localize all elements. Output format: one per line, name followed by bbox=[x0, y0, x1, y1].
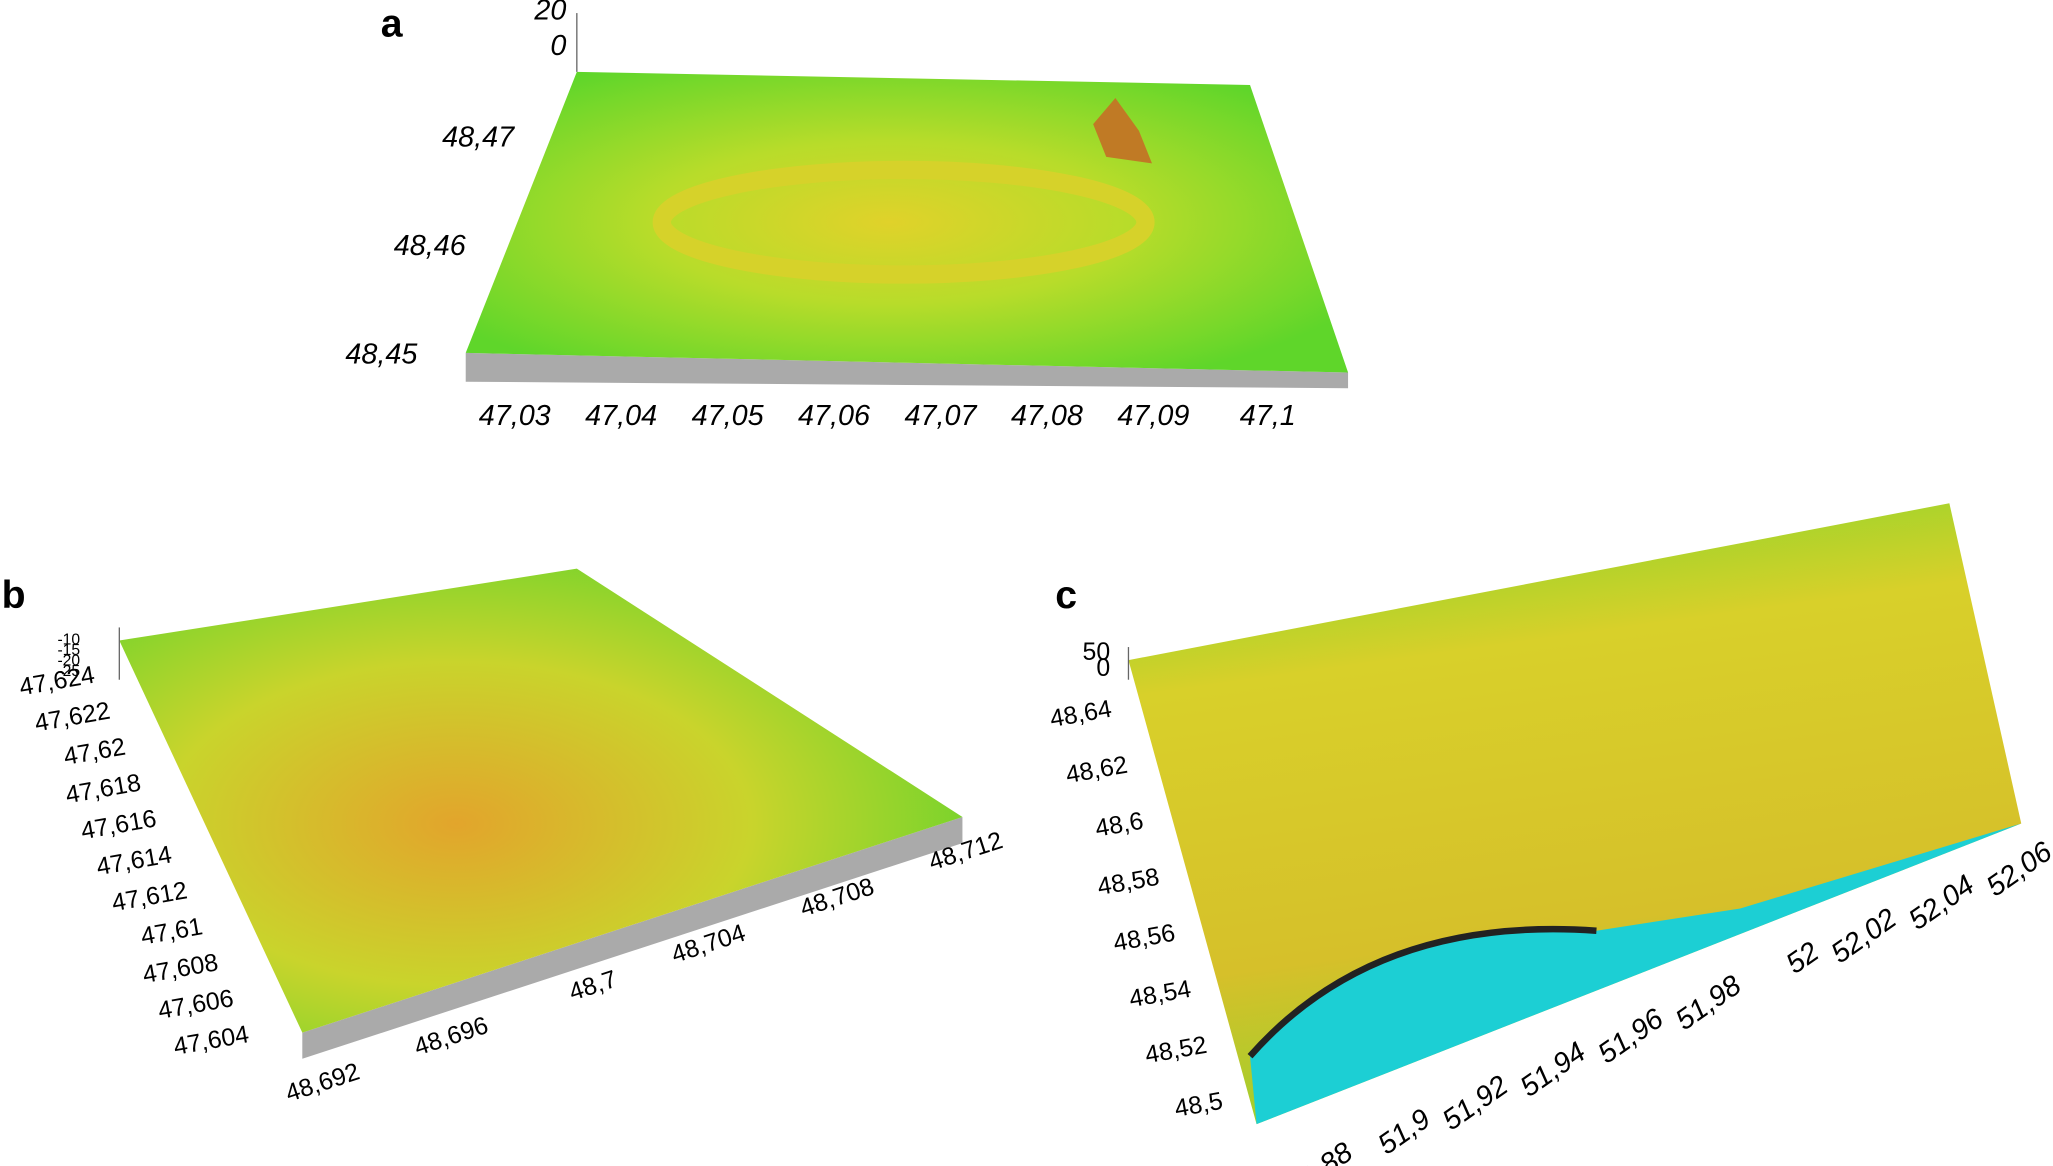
y-tick-label: 47,608 bbox=[141, 949, 220, 989]
y-tick-label: 47,612 bbox=[110, 877, 189, 917]
z-tick-label: -20 bbox=[57, 652, 80, 669]
z-tick-label: 0 bbox=[1096, 655, 1110, 682]
z-tick-label: -15 bbox=[57, 642, 80, 659]
y-tick-label: 48,62 bbox=[1064, 752, 1130, 789]
x-tick-label: 47,1 bbox=[1240, 400, 1296, 432]
x-tick-label: 48,7 bbox=[566, 966, 620, 1007]
x-tick-label: 52,02 bbox=[1825, 903, 1902, 970]
x-tick-label: 52,06 bbox=[1981, 836, 2053, 903]
x-tick-label: 48,696 bbox=[411, 1012, 492, 1061]
panel-a bbox=[465, 13, 1349, 389]
x-tick-label: 47,07 bbox=[905, 400, 978, 432]
y-tick-label: 47,614 bbox=[94, 841, 174, 881]
panel-label: a bbox=[381, 3, 404, 46]
y-tick-label: 47,62 bbox=[62, 734, 128, 771]
y-tick-label: 48,58 bbox=[1096, 864, 1162, 901]
x-tick-label: 47,06 bbox=[798, 400, 870, 432]
surface bbox=[465, 71, 1349, 373]
y-tick-label: 47,61 bbox=[139, 913, 205, 950]
y-tick-label: 47,624 bbox=[17, 662, 97, 702]
panel-c bbox=[1127, 503, 2022, 1125]
z-tick-label: 20 bbox=[533, 0, 566, 27]
y-tick-label: 48,47 bbox=[442, 121, 515, 153]
x-tick-label: 51,9 bbox=[1372, 1103, 1436, 1161]
panel-label: b bbox=[2, 574, 26, 617]
x-tick-label: 51,96 bbox=[1592, 1003, 1669, 1070]
base-side bbox=[302, 816, 963, 1059]
y-tick-label: 48,5 bbox=[1173, 1088, 1225, 1123]
x-tick-label: 51,92 bbox=[1437, 1070, 1514, 1137]
x-tick-label: 51,98 bbox=[1670, 969, 1747, 1036]
y-tick-label: 48,46 bbox=[394, 230, 466, 262]
x-tick-label: 51,94 bbox=[1514, 1036, 1591, 1103]
x-tick-label: 51,88 bbox=[1281, 1136, 1358, 1166]
x-tick-label: 52 bbox=[1780, 936, 1825, 981]
x-tick-label: 47,09 bbox=[1117, 400, 1189, 432]
y-tick-label: 48,56 bbox=[1111, 920, 1177, 957]
x-tick-label: 48,692 bbox=[282, 1058, 363, 1107]
z-tick-label: -25 bbox=[57, 663, 80, 680]
peak bbox=[1093, 98, 1152, 164]
y-tick-label: 48,6 bbox=[1093, 808, 1145, 843]
x-tick-label: 47,05 bbox=[692, 400, 765, 432]
panel-label: c bbox=[1055, 574, 1077, 617]
y-tick-label: 48,45 bbox=[345, 338, 418, 370]
surface bbox=[119, 568, 963, 1033]
y-tick-label: 47,622 bbox=[33, 698, 112, 738]
surface bbox=[1128, 503, 2022, 1125]
water bbox=[1250, 823, 2022, 1125]
panel-b bbox=[118, 568, 963, 1059]
y-tick-label: 48,54 bbox=[1127, 976, 1193, 1013]
y-tick-label: 48,52 bbox=[1143, 1032, 1209, 1069]
z-tick-label: 50 bbox=[1083, 639, 1111, 666]
y-tick-label: 48,64 bbox=[1048, 696, 1114, 733]
ring bbox=[652, 160, 1155, 284]
y-tick-label: 47,606 bbox=[156, 985, 235, 1025]
x-tick-label: 52,04 bbox=[1903, 869, 1980, 936]
z-tick-label: -10 bbox=[57, 631, 80, 648]
x-tick-label: 47,03 bbox=[479, 400, 551, 432]
base-side bbox=[465, 352, 1349, 389]
y-tick-label: 47,616 bbox=[79, 805, 158, 845]
shoreline bbox=[1247, 925, 1597, 1059]
y-tick-label: 47,604 bbox=[172, 1021, 252, 1061]
z-tick-label: 0 bbox=[550, 30, 566, 62]
y-tick-label: 47,618 bbox=[64, 770, 143, 810]
x-tick-label: 47,04 bbox=[585, 400, 657, 432]
x-tick-label: 47,08 bbox=[1011, 400, 1083, 432]
